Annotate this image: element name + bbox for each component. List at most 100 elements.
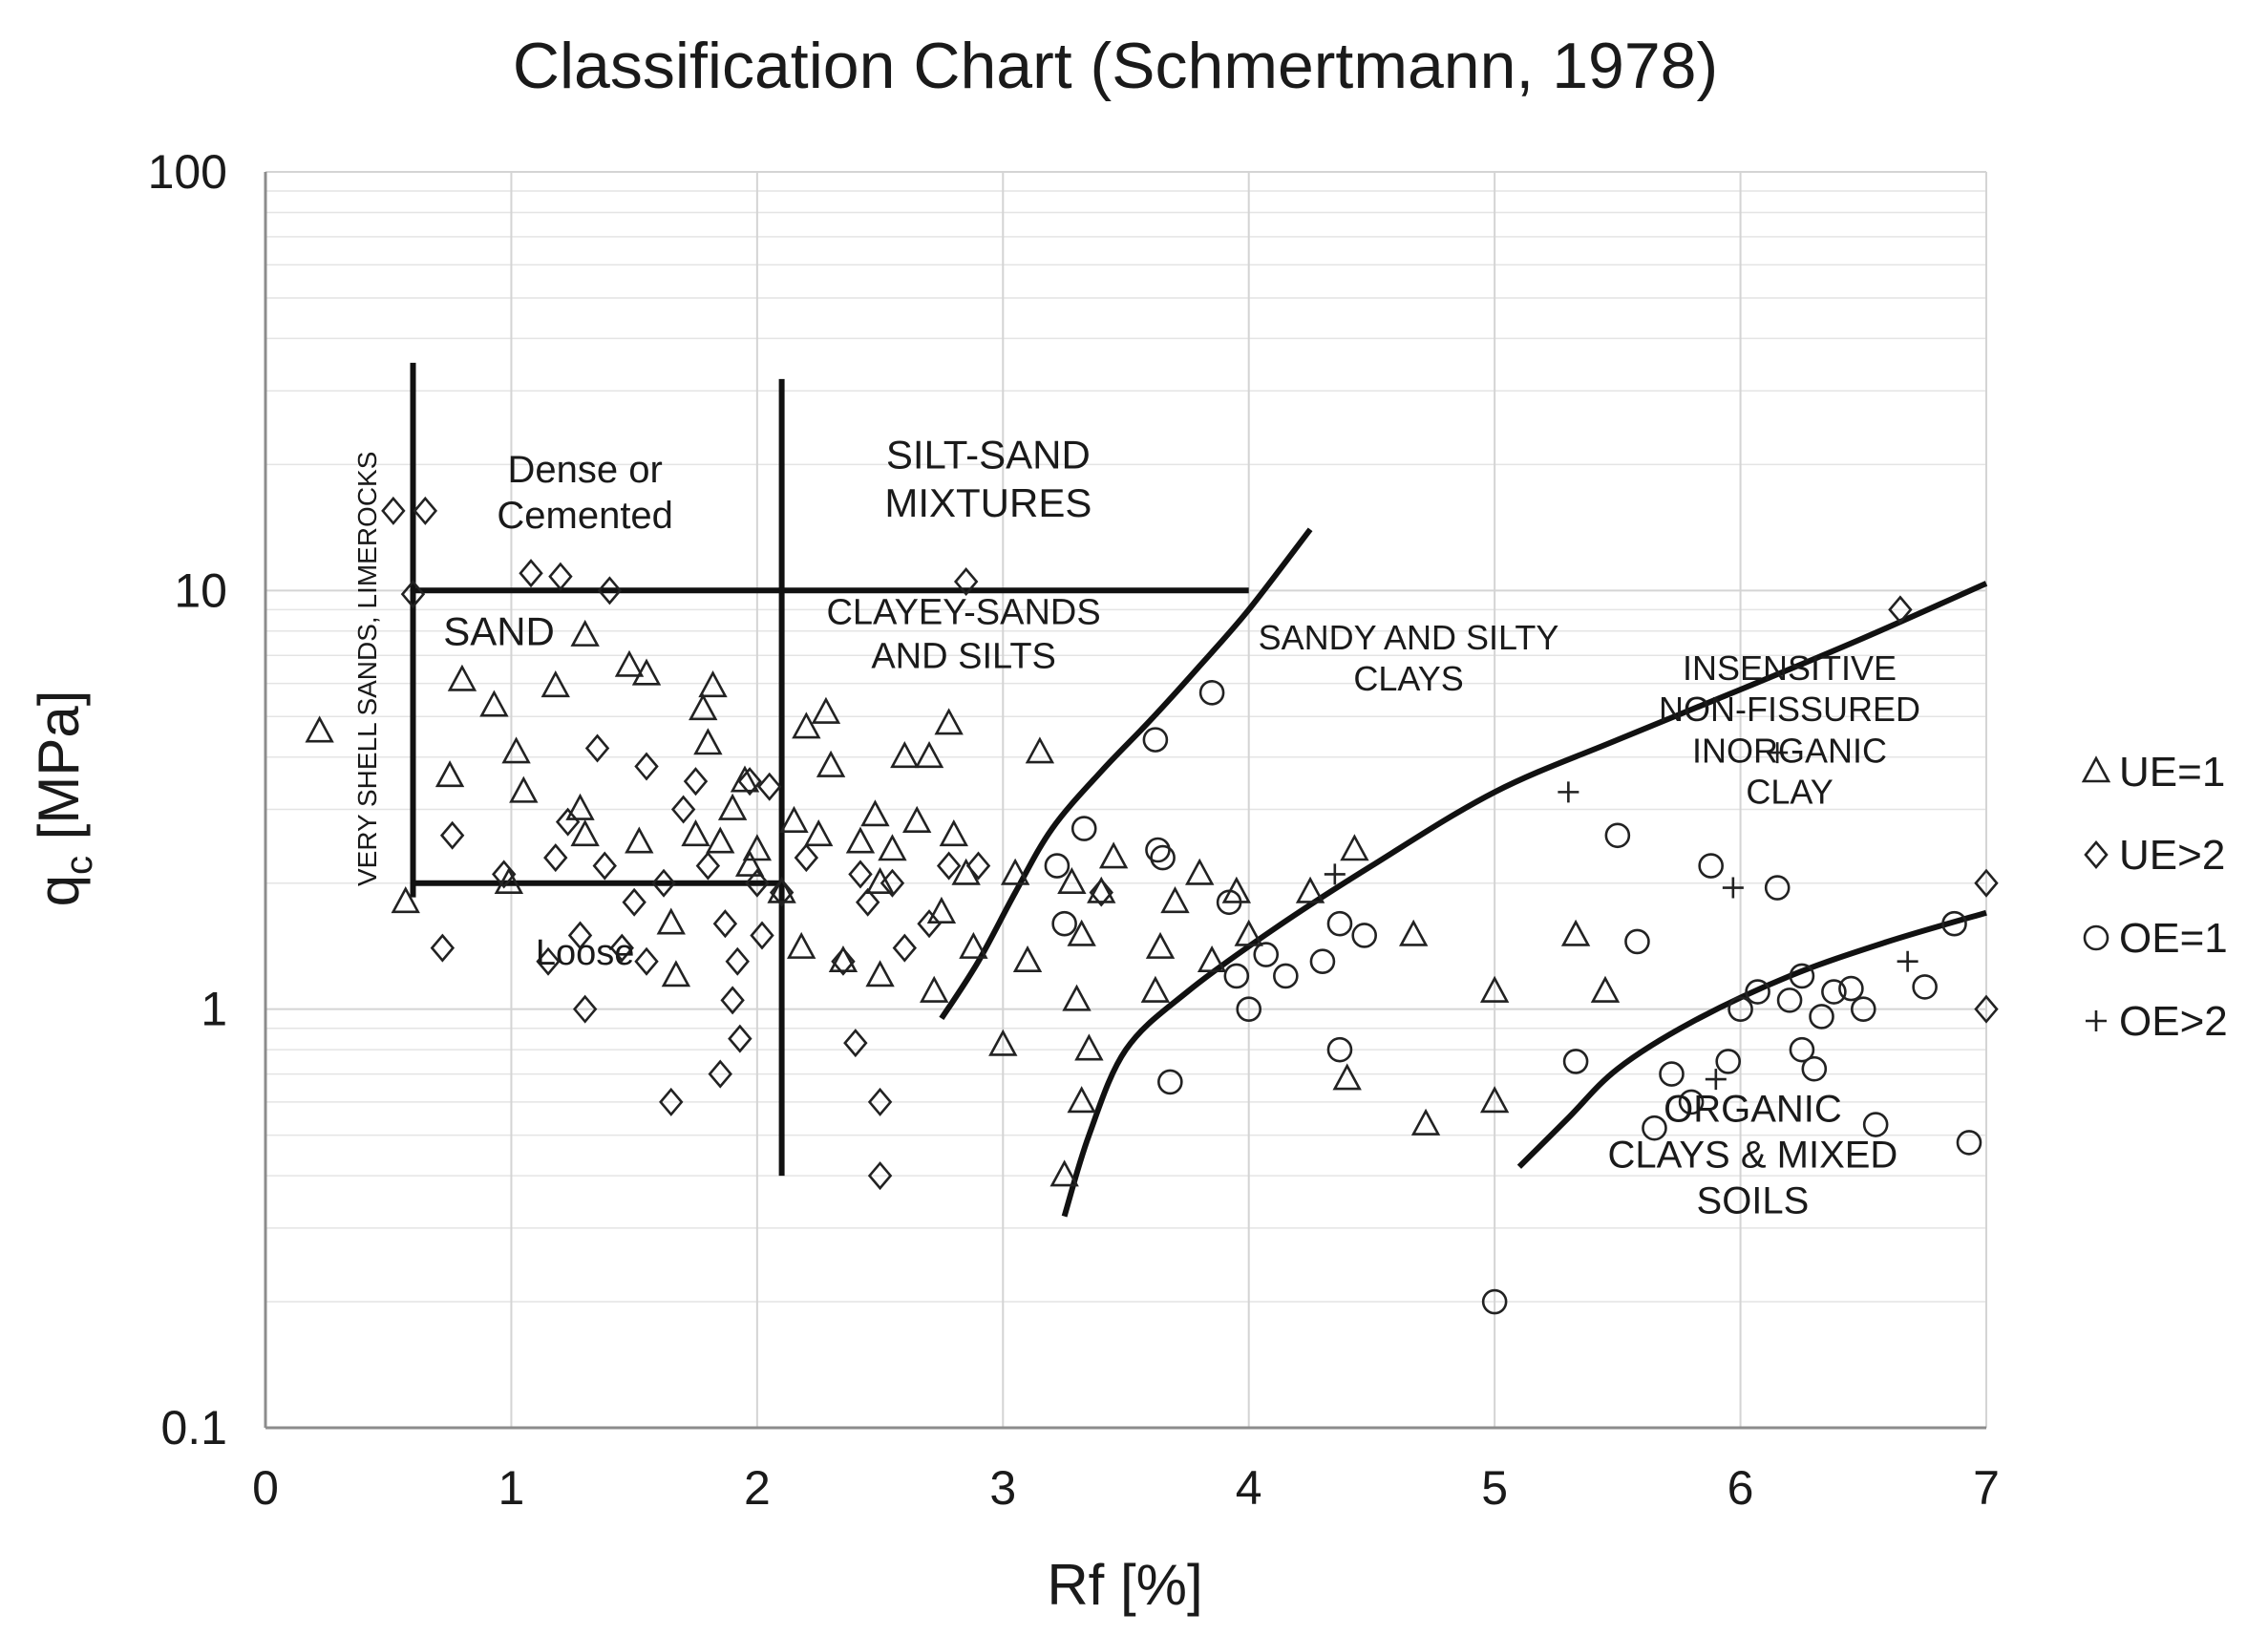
diamond-point bbox=[708, 1059, 732, 1089]
triangle-point bbox=[698, 670, 728, 698]
region-label-line: MIXTURES bbox=[884, 480, 1092, 525]
triangle-point bbox=[734, 849, 765, 877]
circle-point bbox=[1044, 853, 1070, 879]
triangle-point bbox=[479, 690, 509, 717]
region-label-line: AND SILTS bbox=[871, 636, 1056, 676]
triangle-point bbox=[939, 819, 968, 847]
circle-point bbox=[1326, 1036, 1353, 1063]
legend-plus-icon bbox=[2086, 1010, 2107, 1031]
triangle-point bbox=[1012, 945, 1043, 973]
triangle-point bbox=[828, 945, 858, 973]
circle-point bbox=[1326, 910, 1353, 937]
triangle-point bbox=[305, 715, 334, 743]
circle-point bbox=[1862, 1112, 1889, 1137]
circle-point bbox=[1821, 979, 1847, 1005]
region-label-line: ORGANIC bbox=[1664, 1089, 1842, 1131]
plus-point bbox=[1705, 1069, 1727, 1091]
diamond-point bbox=[848, 860, 873, 889]
triangle-point bbox=[689, 693, 718, 721]
diamond-point bbox=[757, 772, 782, 801]
triangle-point bbox=[631, 658, 662, 686]
boundary-organic-clay-curve bbox=[1516, 909, 1987, 1169]
legend-entry-label: OE>2 bbox=[2119, 998, 2228, 1045]
diamond-point bbox=[381, 496, 406, 525]
diamond-point bbox=[855, 887, 880, 917]
circle-point bbox=[1727, 996, 1753, 1022]
diamond-point bbox=[936, 851, 962, 881]
circle-point bbox=[1838, 975, 1864, 1002]
triangle-point bbox=[1399, 919, 1429, 946]
region-label-line: Loose bbox=[536, 933, 635, 973]
triangle-point bbox=[1067, 1086, 1096, 1114]
legend-entry-label: UE=1 bbox=[2119, 749, 2225, 796]
circle-point bbox=[1624, 928, 1650, 955]
boundary-silt-sand-clay-curve bbox=[939, 527, 1313, 1021]
region-label: Dense or Cemented bbox=[497, 449, 673, 537]
triangle-point bbox=[1000, 858, 1030, 885]
region-label-line: Cemented bbox=[497, 495, 673, 537]
triangle-point bbox=[693, 728, 723, 755]
circle-point bbox=[1850, 996, 1876, 1022]
region-label-line: INORGANIC bbox=[1692, 731, 1887, 770]
triangle-point bbox=[706, 826, 735, 854]
y-tick-label: 100 bbox=[148, 145, 227, 199]
y-axis-title-subscript: c bbox=[58, 856, 100, 875]
boundary-lines bbox=[410, 362, 1988, 1218]
diamond-point bbox=[622, 887, 646, 917]
legend-triangle-icon bbox=[2081, 755, 2111, 783]
circle-point bbox=[1351, 923, 1378, 948]
triangle-point bbox=[860, 799, 890, 827]
triangle-point bbox=[1234, 919, 1263, 946]
diamond-point bbox=[439, 820, 465, 850]
circle-point bbox=[1642, 1115, 1667, 1141]
diamond-point bbox=[492, 860, 517, 889]
y-tick-label: 10 bbox=[174, 563, 227, 617]
diamond-point bbox=[720, 986, 745, 1015]
diamond-point bbox=[413, 496, 438, 525]
diamond-point bbox=[695, 851, 721, 881]
rotated-region-label: VERY SHELL SANDS, LIMEROCKS bbox=[352, 452, 382, 886]
circle-point bbox=[1253, 942, 1280, 967]
triangle-point bbox=[435, 760, 465, 788]
triangle-point bbox=[845, 826, 876, 854]
triangle-point bbox=[804, 819, 834, 847]
x-tick-label: 5 bbox=[1481, 1461, 1508, 1515]
triangle-point bbox=[1074, 1033, 1104, 1061]
triangle-point bbox=[890, 741, 920, 769]
x-tick-label: 2 bbox=[744, 1461, 771, 1515]
diamond-point bbox=[831, 946, 856, 976]
region-label: SANDY AND SILTY CLAYS bbox=[1259, 618, 1559, 698]
region-label-line: INSENSITIVE bbox=[1683, 648, 1897, 688]
triangle-point bbox=[1140, 975, 1171, 1003]
diamond-point bbox=[745, 868, 770, 898]
diamond-point bbox=[670, 795, 696, 824]
triangle-point bbox=[614, 649, 645, 677]
diamond-point bbox=[683, 767, 709, 796]
plus-point bbox=[1722, 877, 1744, 899]
circle-point bbox=[1150, 844, 1176, 871]
region-label-line: SANDY AND SILTY bbox=[1259, 618, 1559, 657]
triangle-point bbox=[1049, 1159, 1079, 1187]
triangle-point bbox=[494, 866, 524, 895]
region-labels: Dense or Cemented SILT-SAND MIXTURES SAND CLA… bbox=[352, 433, 1920, 1222]
circle-point bbox=[1809, 1004, 1834, 1030]
circle-point bbox=[1789, 1036, 1815, 1063]
plus-point bbox=[1767, 742, 1789, 764]
circle-point bbox=[1956, 1130, 1982, 1156]
triangle-point bbox=[920, 975, 949, 1003]
legend-circle-icon bbox=[2083, 924, 2109, 951]
circle-point bbox=[1223, 963, 1250, 989]
diamond-point bbox=[769, 878, 795, 907]
circle-point bbox=[1309, 948, 1336, 975]
diamond-point bbox=[536, 946, 561, 976]
diamond-point bbox=[728, 1024, 752, 1053]
triangle-point bbox=[792, 711, 821, 739]
diamond-point bbox=[584, 733, 610, 763]
diamond-point bbox=[843, 1029, 868, 1058]
diamond-point bbox=[892, 933, 918, 963]
diamond-point bbox=[953, 567, 979, 597]
triangle-point bbox=[730, 765, 760, 793]
plus-point bbox=[1324, 863, 1346, 885]
circle-point bbox=[1698, 853, 1724, 879]
